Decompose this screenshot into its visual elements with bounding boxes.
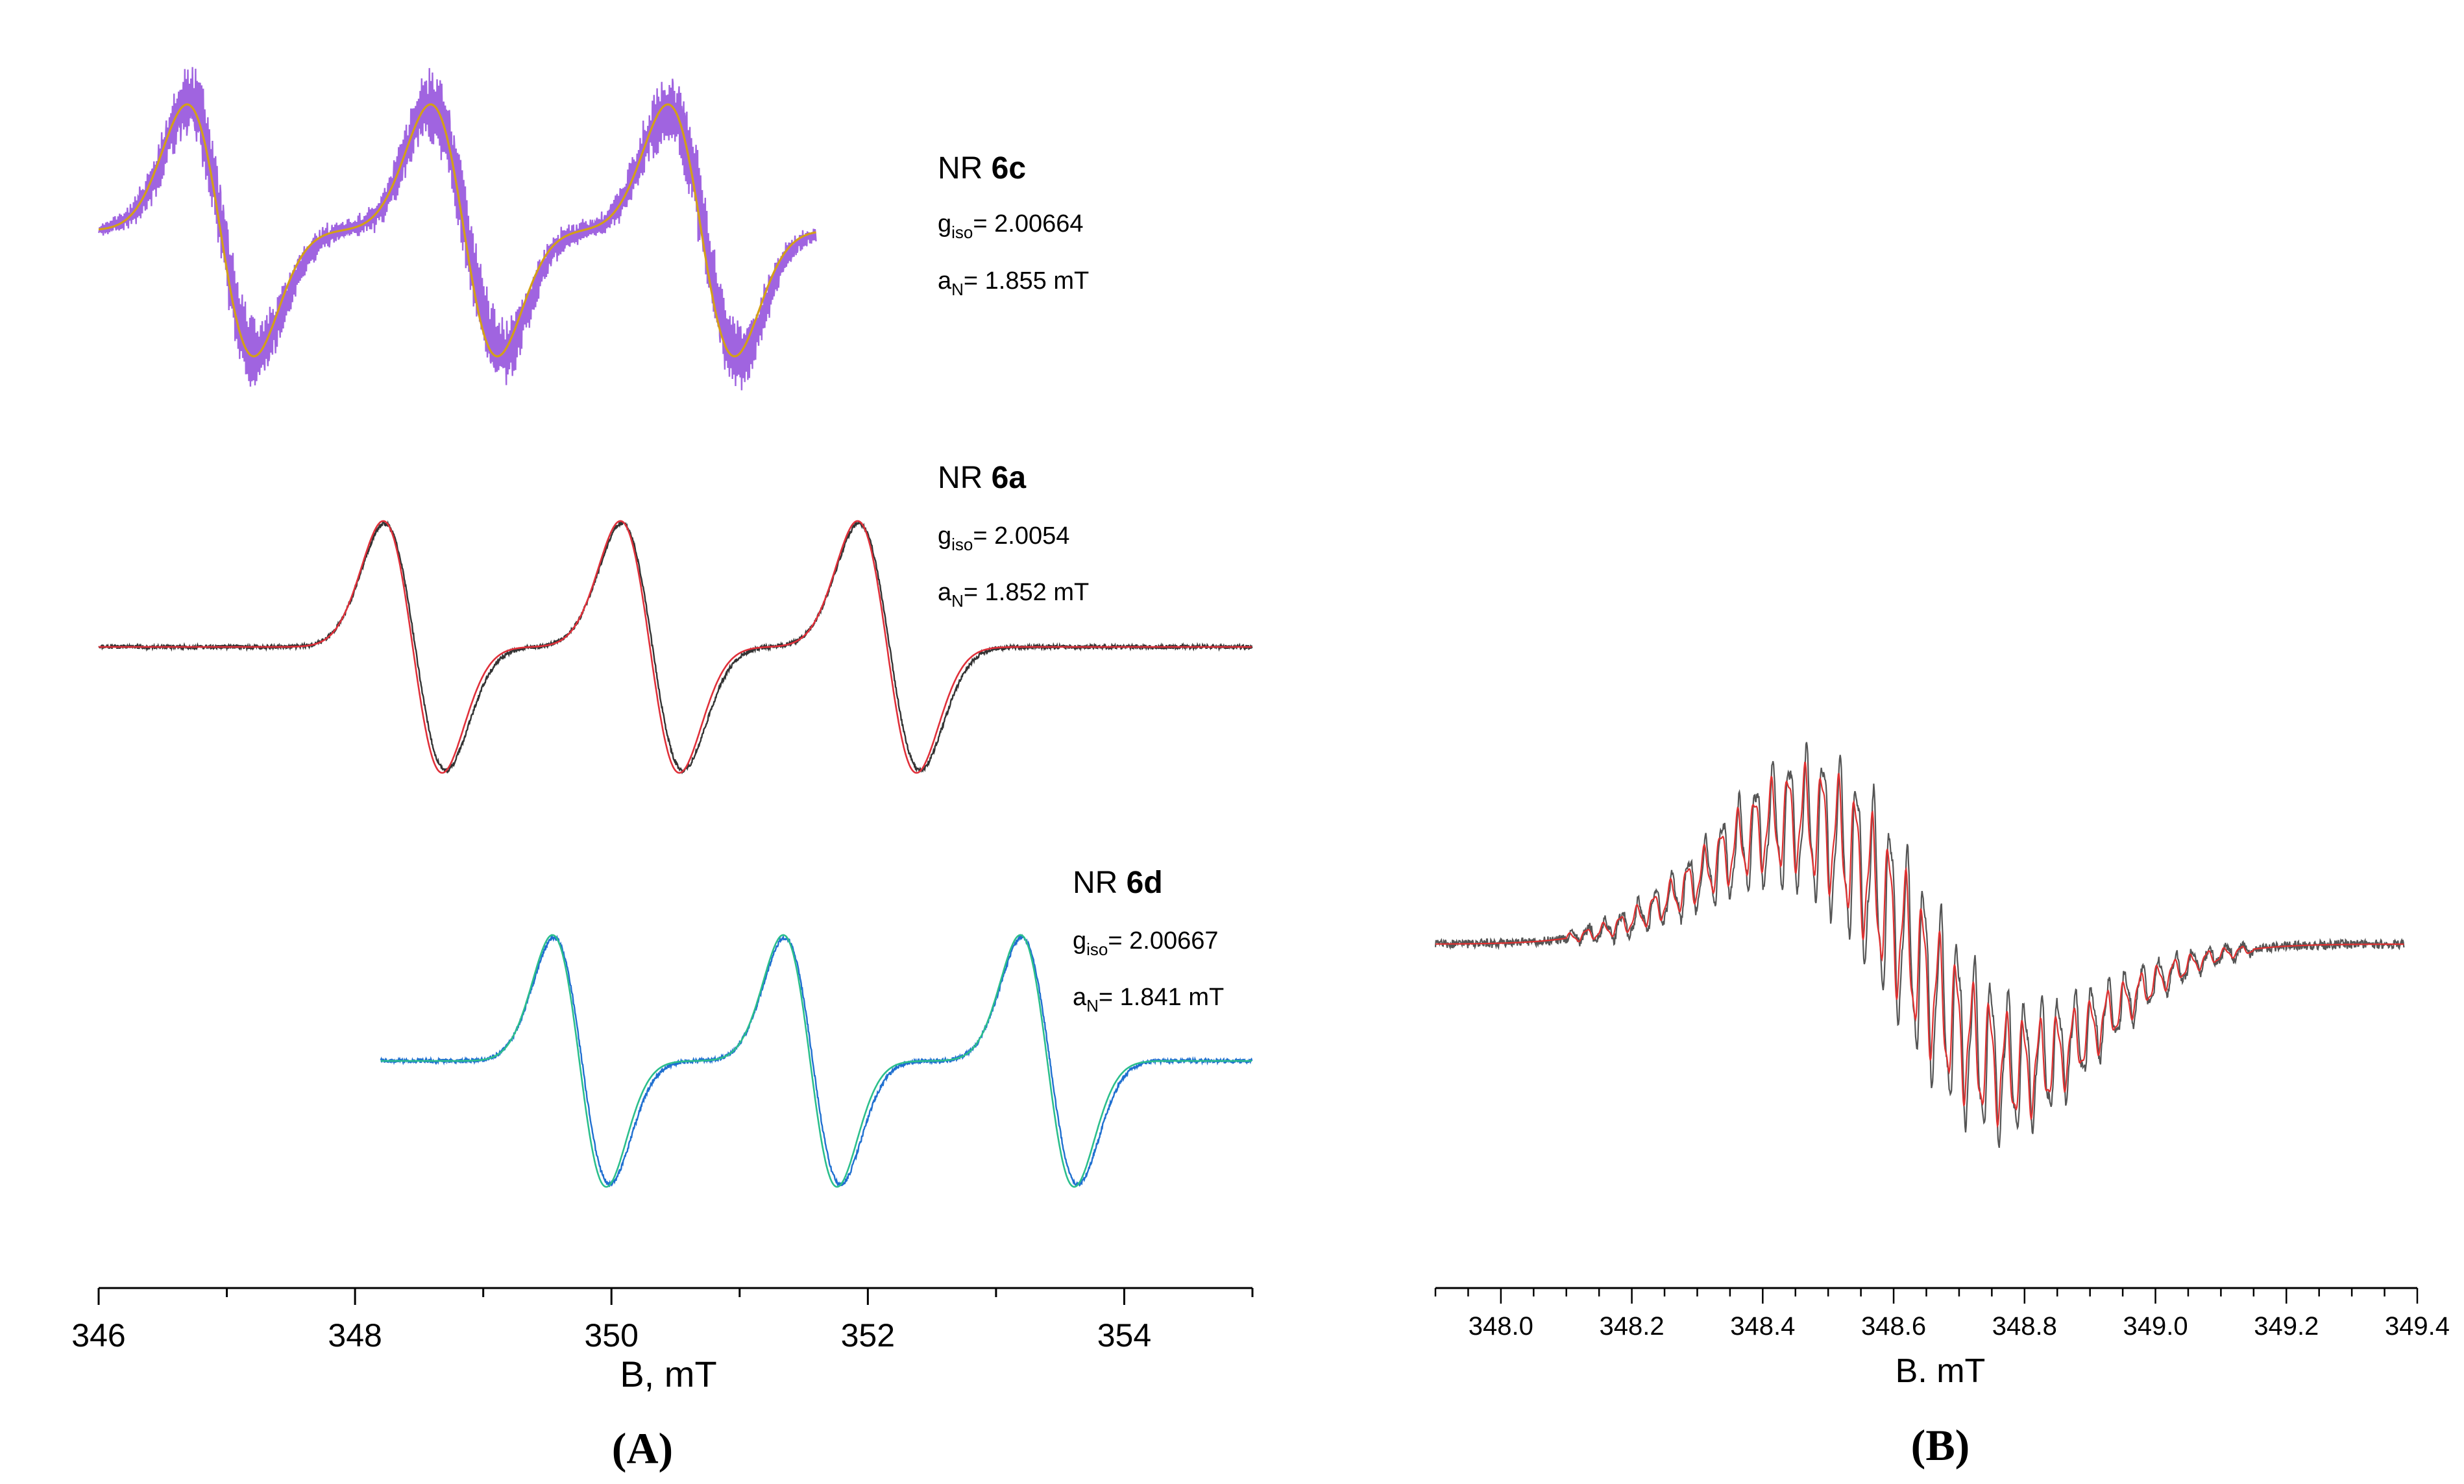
panel-a-tick-label: 354 xyxy=(1097,1317,1151,1354)
nr6a-g: giso= 2.0054 xyxy=(938,522,1069,554)
panel-b-experimental-line xyxy=(1434,742,2405,1149)
nr6d-a: aN= 1.841 mT xyxy=(1073,984,1224,1016)
panel-b-tick-label: 349.4 xyxy=(2385,1312,2450,1341)
panel-b-spectra xyxy=(1434,742,2405,1149)
spectrum-6d xyxy=(380,933,1253,1188)
panel-a-x-axis-label: B, mT xyxy=(620,1354,716,1394)
nr6a-a: aN= 1.852 mT xyxy=(938,579,1089,611)
nr6a-title: NR 6a xyxy=(938,461,1026,495)
panel-b: 348.0 348.2 348.4 348.6 348.8 349.0 349.2 349.4… xyxy=(1434,742,2450,1470)
spectrum-6a-experimental-line xyxy=(98,520,1253,775)
label-nr6d: NR 6d giso= 2.00667 aN= 1.841 mT xyxy=(1073,866,1224,1016)
spectrum-6c-experimental-line xyxy=(97,67,817,391)
panel-b-x-axis-label: B. mT xyxy=(1896,1352,1986,1390)
panel-a-label: (A) xyxy=(612,1424,673,1473)
nr6c-g: giso= 2.00664 xyxy=(938,210,1084,242)
panel-b-tick-label: 348.4 xyxy=(1730,1312,1795,1341)
panel-b-tick-label: 348.0 xyxy=(1469,1312,1533,1341)
panel-a: NR 6c giso= 2.00664 aN= 1.855 mT NR 6a g… xyxy=(71,67,1254,1473)
label-nr6a: NR 6a giso= 2.0054 aN= 1.852 mT xyxy=(938,461,1089,611)
panel-a-spectra xyxy=(97,67,1253,1188)
panel-b-tick-label: 349.0 xyxy=(2123,1312,2188,1341)
panel-a-tick-label: 346 xyxy=(71,1317,125,1354)
nr6c-title: NR 6c xyxy=(938,151,1026,186)
panel-a-tick-label: 348 xyxy=(328,1317,382,1354)
spectrum-6c xyxy=(97,67,817,391)
panel-b-simulated-line xyxy=(1435,761,2404,1128)
nr6d-g: giso= 2.00667 xyxy=(1073,927,1219,959)
panel-b-tick-label: 348.2 xyxy=(1600,1312,1665,1341)
spectrum-6a xyxy=(98,520,1253,775)
nr6d-title: NR 6d xyxy=(1073,866,1163,900)
nr6c-a: aN= 1.855 mT xyxy=(938,267,1089,299)
panel-b-tick-label: 348.8 xyxy=(1992,1312,2057,1341)
spectrum-6d-simulated-line xyxy=(380,934,1252,1188)
panel-b-label: (B) xyxy=(1911,1420,1970,1470)
spectrum-6a-simulated-line xyxy=(99,520,1252,774)
panel-b-tick-label: 349.2 xyxy=(2254,1312,2319,1341)
panel-b-tick-label: 348.6 xyxy=(1861,1312,1926,1341)
panel-a-tick-label: 352 xyxy=(841,1317,895,1354)
panel-a-x-axis: 346 348 350 352 354 xyxy=(71,1287,1254,1354)
panel-a-tick-label: 350 xyxy=(585,1317,639,1354)
spectrum-6d-experimental-line xyxy=(380,933,1253,1187)
spectrum-6c-simulated-line xyxy=(98,103,816,358)
panel-b-x-axis: 348.0 348.2 348.4 348.6 348.8 349.0 349.2 349.4 xyxy=(1434,1287,2450,1341)
label-nr6c: NR 6c giso= 2.00664 aN= 1.855 mT xyxy=(938,151,1089,299)
